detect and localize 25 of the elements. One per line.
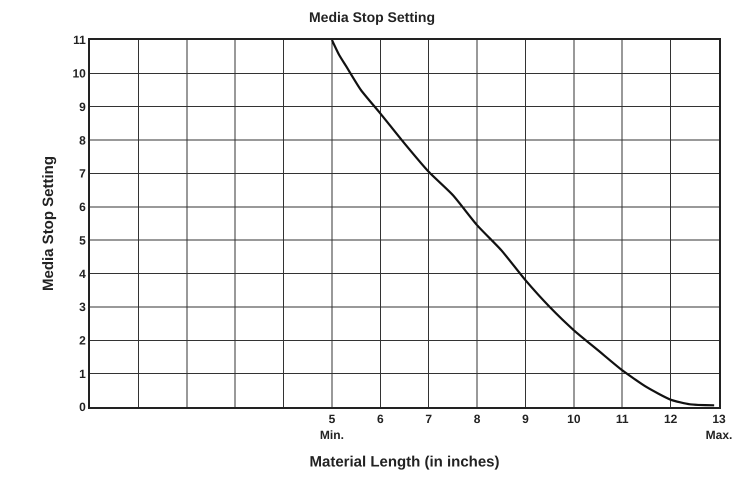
y-tick-label: 10 — [72, 66, 86, 81]
y-tick-label: 2 — [79, 333, 86, 348]
line-series — [330, 40, 716, 406]
y-tick-label: 3 — [79, 300, 86, 314]
y-tick-label: 8 — [79, 133, 86, 148]
y-tick-label: 0 — [79, 400, 86, 414]
y-tick-label: 6 — [79, 200, 86, 214]
x-tick-label: 13 Max. — [706, 412, 732, 442]
x-tick-label: 11 — [616, 412, 629, 426]
x-tick-label: 7 — [425, 412, 432, 426]
x-tick-label: 12 — [664, 412, 678, 426]
x-tick-label: 5 Min. — [320, 412, 344, 442]
y-tick-label: 9 — [79, 100, 86, 114]
y-tick-label: 7 — [79, 166, 86, 181]
x-tick-label: 6 — [376, 412, 384, 426]
y-axis-title: Media Stop Setting — [40, 156, 58, 291]
x-axis-title: Material Length (in inches) — [309, 453, 500, 470]
y-tick-label: 4 — [79, 266, 86, 281]
y-tick-label: 1 — [79, 366, 86, 381]
x-tick-label: 10 — [567, 412, 581, 426]
y-tick-label: 5 — [79, 233, 86, 248]
x-tick-label: 8 — [474, 412, 481, 426]
chart-title: Media Stop Setting — [309, 8, 435, 25]
x-tick-label: 9 — [522, 412, 530, 426]
y-tick-label: 11 — [73, 33, 86, 48]
